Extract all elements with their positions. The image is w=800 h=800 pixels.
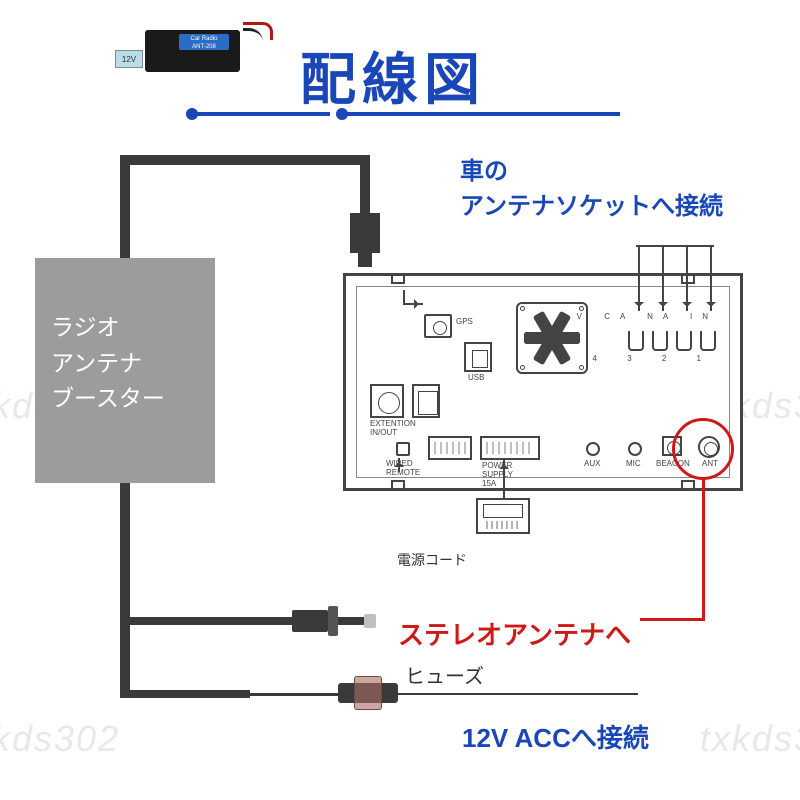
port-label: GPS <box>456 318 473 327</box>
wire-segment <box>398 693 638 695</box>
port-wired-remote <box>396 442 410 456</box>
port-gps <box>424 314 452 338</box>
wire-segment <box>120 155 130 258</box>
watermark: txkds302 <box>0 718 120 760</box>
product-12v-tag: 12V <box>115 50 143 68</box>
fuse-icon <box>338 672 398 714</box>
arrow-line <box>403 290 405 304</box>
label-fuse: ヒューズ <box>405 660 484 689</box>
port-video-in <box>700 331 716 351</box>
wire-segment <box>120 690 250 698</box>
port-video-in <box>652 331 668 351</box>
wire-segment <box>120 155 370 165</box>
wire-segment <box>360 155 370 215</box>
title-underline <box>340 112 620 116</box>
antenna-plug-icon <box>350 213 380 253</box>
port-label: V CA NA IN <box>577 312 718 321</box>
wire-segment <box>250 693 340 696</box>
arrow-icon <box>662 245 664 311</box>
wire-segment <box>120 483 130 698</box>
callout-line <box>640 618 705 621</box>
callout-circle <box>672 418 734 480</box>
wire-segment <box>125 617 295 625</box>
port-extension <box>412 384 440 418</box>
arrow-icon <box>503 460 505 500</box>
label-stereo-antenna: ステレオアンテナへ <box>398 615 631 652</box>
booster-box: ラジオ アンテナ ブースター <box>35 258 215 483</box>
product-photo: Car RadioANT-208 12V <box>115 10 265 85</box>
port-label: AUX <box>584 460 600 469</box>
arrow-icon <box>710 245 712 311</box>
port-mic <box>628 442 642 456</box>
port-aux <box>586 442 600 456</box>
page-title: 配線図 <box>300 35 486 116</box>
port-usb <box>464 342 492 372</box>
port-label: MIC <box>626 460 641 469</box>
port-power-supply <box>480 436 540 460</box>
arrow-icon <box>686 245 688 311</box>
label-power-cord: 電源コード <box>397 550 467 570</box>
label-antenna-socket: 車の アンテナソケットへ接続 <box>460 155 723 225</box>
port-connector <box>428 436 472 460</box>
arrow-icon <box>638 245 640 311</box>
arrow-line <box>636 245 714 247</box>
port-label: EXTENTION IN/OUT <box>370 420 416 438</box>
port-label: 4 3 2 1 <box>593 354 715 363</box>
port-label: USB <box>468 374 484 383</box>
port-video-in <box>628 331 644 351</box>
arrow-icon <box>398 458 400 472</box>
port-extension <box>370 384 404 418</box>
port-video-in <box>676 331 692 351</box>
stereo-plug-icon <box>292 602 347 638</box>
watermark: txkds302 <box>700 718 800 760</box>
label-12v-acc: 12V ACCへ接続 <box>462 718 649 755</box>
callout-line <box>702 478 705 620</box>
arrow-icon <box>403 303 423 305</box>
power-connector-icon <box>476 498 530 534</box>
title-underline <box>190 112 330 116</box>
product-brand-label: Car RadioANT-208 <box>179 34 229 50</box>
